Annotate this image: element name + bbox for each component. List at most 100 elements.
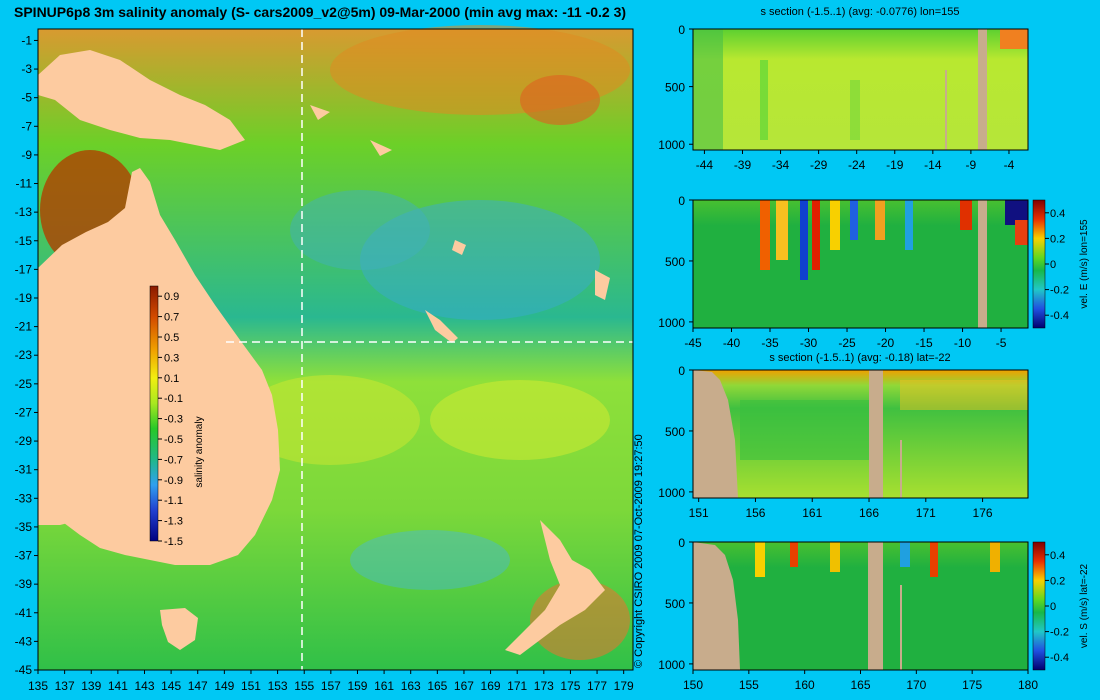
velocity-colorbar-tick: -0.2 <box>1050 627 1069 639</box>
section-x-label: -34 <box>772 158 790 172</box>
map-lon-label: 139 <box>81 679 101 693</box>
map-lon-label: 171 <box>507 679 527 693</box>
section-x-label: -20 <box>877 336 895 350</box>
map-lat-label: -11 <box>16 177 33 191</box>
salinity-colorbar-tick: -0.9 <box>164 475 183 487</box>
section-x-label: 166 <box>859 506 879 520</box>
map-lat-label: -9 <box>21 148 32 162</box>
section-x-label: -39 <box>734 158 752 172</box>
map-lat-label: -19 <box>15 291 33 305</box>
salinity-colorbar-tick: -1.3 <box>164 516 183 528</box>
map-lon-label: 135 <box>28 679 48 693</box>
velocity-colorbar-tick: 0 <box>1050 601 1056 613</box>
map-lat-label: -43 <box>15 634 33 648</box>
section-y-label: 1000 <box>658 316 685 330</box>
section-x-label: 156 <box>745 506 765 520</box>
section-x-label: 180 <box>1018 678 1038 692</box>
map-lat-label: -3 <box>21 62 32 76</box>
section-x-label: -24 <box>848 158 866 172</box>
map-lon-label: 149 <box>214 679 234 693</box>
new-guinea-land <box>38 50 245 150</box>
velocity-colorbar-tick: -0.4 <box>1050 310 1069 322</box>
map-lon-label: 155 <box>294 679 314 693</box>
map-lat-label: -31 <box>15 463 33 477</box>
section-x-label: 171 <box>916 506 936 520</box>
map-lon-label: 143 <box>134 679 154 693</box>
section-x-label: -5 <box>996 336 1007 350</box>
salinity-colorbar-tick: 0.1 <box>164 373 179 385</box>
map-lon-label: 179 <box>614 679 634 693</box>
copyright-note: © Copyright CSIRO 2009 07-Oct-2009 19:27… <box>633 434 645 668</box>
map-lon-label: 177 <box>587 679 607 693</box>
salinity-colorbar-tick: 0.7 <box>164 312 179 324</box>
map-lon-label: 151 <box>241 679 261 693</box>
velocity-colorbar-tick: 0.2 <box>1050 575 1065 587</box>
map-lon-label: 167 <box>454 679 474 693</box>
section-x-label: -4 <box>1004 158 1015 172</box>
map-lat-label: -33 <box>15 491 33 505</box>
figure-title: SPINUP6p8 3m salinity anomaly (S- cars20… <box>14 4 627 20</box>
map-lon-label: 165 <box>427 679 447 693</box>
section-x-label: -29 <box>810 158 828 172</box>
section-panel-1 <box>692 28 1029 151</box>
section-y-label: 0 <box>678 364 685 378</box>
map-lat-label: -23 <box>15 348 33 362</box>
map-lon-label: 137 <box>55 679 75 693</box>
salinity-colorbar-tick: -1.1 <box>164 495 183 507</box>
section-x-label: -19 <box>886 158 904 172</box>
section-y-label: 0 <box>678 23 685 37</box>
map-lat-label: -21 <box>15 320 33 334</box>
tasmania-land <box>160 608 198 650</box>
map-lat-label: -25 <box>15 377 33 391</box>
section-y-label: 500 <box>665 81 685 95</box>
map-lat-label: -35 <box>15 520 33 534</box>
map-lon-label: 159 <box>347 679 367 693</box>
salinity-colorbar-tick: 0.3 <box>164 352 179 364</box>
section-x-label: -35 <box>761 336 779 350</box>
section-panel-1-title: s section (-1.5..1) (avg: -0.0776) lon=1… <box>760 6 960 18</box>
map-lat-label: -15 <box>15 234 33 248</box>
map-lat-label: -13 <box>15 205 33 219</box>
section-y-label: 1000 <box>658 658 685 672</box>
section-x-label: -45 <box>684 336 702 350</box>
section-x-label: 151 <box>689 506 709 520</box>
section-x-label: 155 <box>739 678 759 692</box>
map-lon-label: 153 <box>268 679 288 693</box>
map-lon-label: 145 <box>161 679 181 693</box>
map-lon-label: 141 <box>108 679 128 693</box>
velocity-colorbar-tick: 0.2 <box>1050 233 1065 245</box>
salinity-colorbar-tick: 0.5 <box>164 332 179 344</box>
map-lon-label: 169 <box>481 679 501 693</box>
section-x-label: 165 <box>850 678 870 692</box>
section-x-label: -25 <box>838 336 856 350</box>
section-panel-2 <box>692 199 1046 329</box>
map-lat-label: -7 <box>21 119 32 133</box>
velocity-colorbar-tick: 0.4 <box>1050 550 1065 562</box>
section-x-label: -30 <box>800 336 818 350</box>
section-x-label: 161 <box>802 506 822 520</box>
section-y-label: 500 <box>665 425 685 439</box>
salinity-colorbar-ticks: 0.9 0.7 0.5 0.3 0.1 -0.1 -0.3 -0.5 -0.7 -0.9 -1.1 -… <box>158 291 183 548</box>
velocity-colorbar-tick: 0 <box>1050 259 1056 271</box>
section-x-label: 175 <box>962 678 982 692</box>
section-y-label: 0 <box>678 536 685 550</box>
salinity-colorbar-tick: -1.5 <box>164 536 183 548</box>
map-lon-label: 175 <box>560 679 580 693</box>
map-lat-label: -17 <box>15 262 33 276</box>
section-x-label: -9 <box>966 158 977 172</box>
salinity-colorbar-tick: -0.3 <box>164 414 183 426</box>
section-x-label: 176 <box>973 506 993 520</box>
map-lon-label: 161 <box>374 679 394 693</box>
section-x-label: 170 <box>906 678 926 692</box>
section-panel-3-title: s section (-1.5..1) (avg: -0.18) lat=-22 <box>769 352 951 364</box>
section-x-label: -14 <box>924 158 942 172</box>
salinity-colorbar-tick: -0.5 <box>164 434 183 446</box>
section-x-label: -15 <box>915 336 933 350</box>
section-x-label: 160 <box>795 678 815 692</box>
velocity-colorbar-label: vel. S (m/s) lat=-22 <box>1079 563 1090 648</box>
map-lat-label: -41 <box>15 606 33 620</box>
section-y-label: 500 <box>665 597 685 611</box>
section-x-label: -40 <box>723 336 741 350</box>
